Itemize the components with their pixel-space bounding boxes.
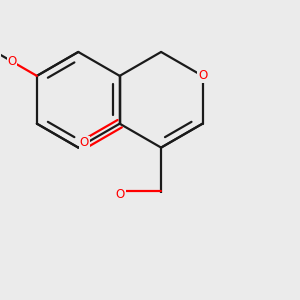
Text: O: O	[116, 188, 125, 201]
Text: O: O	[198, 69, 207, 82]
Text: O: O	[8, 55, 17, 68]
Text: O: O	[80, 136, 89, 149]
